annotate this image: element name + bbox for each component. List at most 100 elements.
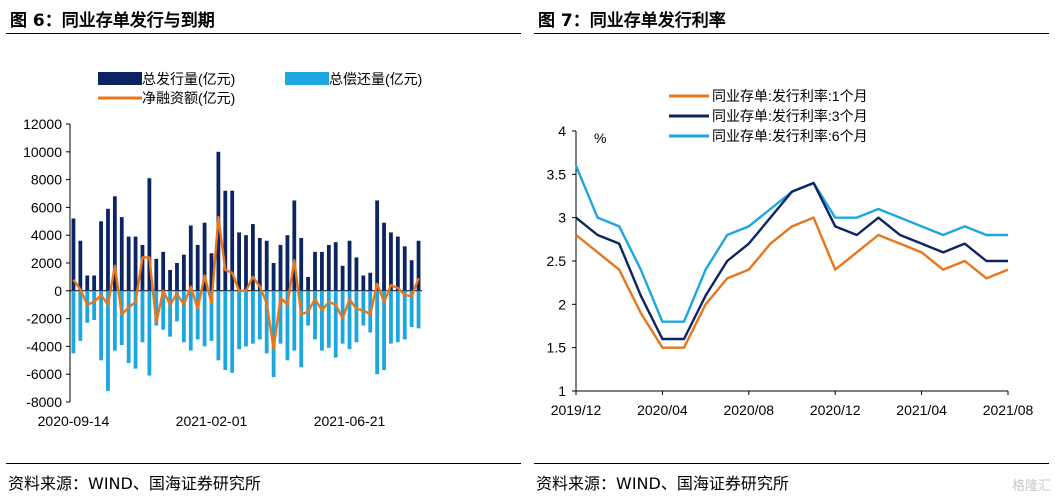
issuance-bar [395,236,400,291]
legend-label: 总偿还量(亿元) [329,71,422,87]
maturity-bar [154,290,159,326]
legend-item: 同业存单:发行利率:3个月 [669,108,868,124]
maturity-bar [320,290,324,351]
figure-6-bottom-rule [6,463,521,464]
y-tick-label: -2000 [26,311,62,327]
y-tick-label: 3.5 [547,166,567,182]
y-tick-label: 1 [558,383,566,399]
issuance-bar [382,222,386,291]
maturity-bar [133,290,138,369]
x-tick-label: 2020/08 [723,402,774,418]
maturity-bar [402,290,407,340]
issuance-bar [133,236,138,291]
legend-item: 同业存单:发行利率:1个月 [669,88,868,104]
y-tick-label: 6000 [31,199,62,215]
maturity-bar [99,290,103,361]
issuance-bar [361,275,366,291]
maturity-bar [271,290,276,377]
y-tick-label: 2.5 [547,253,567,269]
maturity-bar [285,290,290,361]
issuance-bar [292,200,297,291]
x-tick-label: 2021-06-21 [314,413,386,429]
figure-7-lines [574,165,1009,349]
legend-label: 净融资额(亿元) [142,90,235,106]
issuance-bar [126,236,131,291]
issuance-bar [285,235,290,291]
y-tick-label: 8000 [31,172,62,188]
legend-label: 同业存单:发行利率:3个月 [712,108,868,124]
maturity-bar [375,290,380,375]
issuance-bar [375,200,380,291]
issuance-bar [389,232,393,291]
issuance-bar [354,257,359,291]
issuance-bar [119,217,124,291]
maturity-bar [106,290,110,391]
maturity-bar [140,290,145,343]
maturity-bar [181,290,186,343]
issuance-bar [209,253,214,291]
y-tick-label: 1.5 [547,340,567,356]
net-financing-line [72,215,420,351]
maturity-bar [209,290,214,341]
issuance-bar [188,225,193,291]
maturity-bar [382,290,386,371]
figure-6-bars [71,151,421,391]
issuance-bar [230,190,235,291]
maturity-bar [119,290,124,346]
issuance-bar [202,222,207,291]
figure-6-chart: 总发行量(亿元) 总偿还量(亿元) 净融资额(亿元) 12000 10000 8000 6… [23,71,422,429]
maturity-bar [333,290,338,358]
issuance-bar [140,244,145,291]
issuance-bar [313,251,317,291]
figure-7-source: 资料来源：WIND、国海证券研究所 [536,474,789,493]
figure-7-bottom-rule [534,463,1049,464]
issuance-bar [244,235,248,291]
issuance-bar [195,244,200,291]
x-tick-label: 2020-09-14 [38,413,110,429]
issuance-bar [409,260,414,291]
issuance-bar [92,275,97,291]
maturity-bar [92,290,97,320]
maturity-bar [168,290,172,337]
y-tick-label: 3 [558,210,566,226]
legend-label: 同业存单:发行利率:1个月 [712,88,868,104]
y-tick-label: -6000 [26,366,62,382]
figure-7-chart: 同业存单:发行利率:1个月同业存单:发行利率:3个月同业存单:发行利率:6个月 … [547,88,1034,418]
maturity-bar [78,290,83,341]
y-tick-label: -4000 [26,338,62,354]
maturity-bar [85,290,90,323]
legend-item: 净融资额(亿元) [98,90,235,106]
issuance-bar [251,224,255,291]
maturity-bar [409,290,414,327]
maturity-bar [188,290,193,351]
maturity-bar [347,290,352,350]
maturity-bar [389,290,393,344]
maturity-bar [202,290,207,347]
maturity-bar [175,290,179,322]
maturity-bar [278,290,283,344]
maturity-bar [326,290,331,348]
x-tick-label: 2020/04 [637,402,688,418]
y-tick-label: 2 [558,296,566,312]
issuance-bar [99,221,103,291]
issuance-bar [147,178,152,291]
y-tick-label: 4 [558,123,566,139]
legend-item: 同业存单:发行利率:6个月 [669,128,868,144]
maturity-bar [147,290,152,376]
issuance-bar [326,244,331,291]
maturity-bar [257,290,262,340]
figure-6-top-rule [6,33,521,34]
maturity-bar [161,290,166,330]
y-tick-label: 10000 [23,144,62,160]
figure-7-panel: 图 7：同业存单发行利率 同业存单:发行利率:1个月 同业存单:发行利率:3个月同… [528,0,1055,498]
figure-6-source: 资料来源：WIND、国海证券研究所 [8,474,261,493]
maturity-bar [395,290,400,343]
legend-label: 总发行量(亿元) [142,71,235,87]
issuance-bar [154,258,159,291]
maturity-bar [251,290,255,344]
legend-label: 同业存单:发行利率:6个月 [712,128,868,144]
y-unit-label: % [594,130,606,146]
figure-6-line [72,215,420,351]
issuance-bar [368,272,373,291]
